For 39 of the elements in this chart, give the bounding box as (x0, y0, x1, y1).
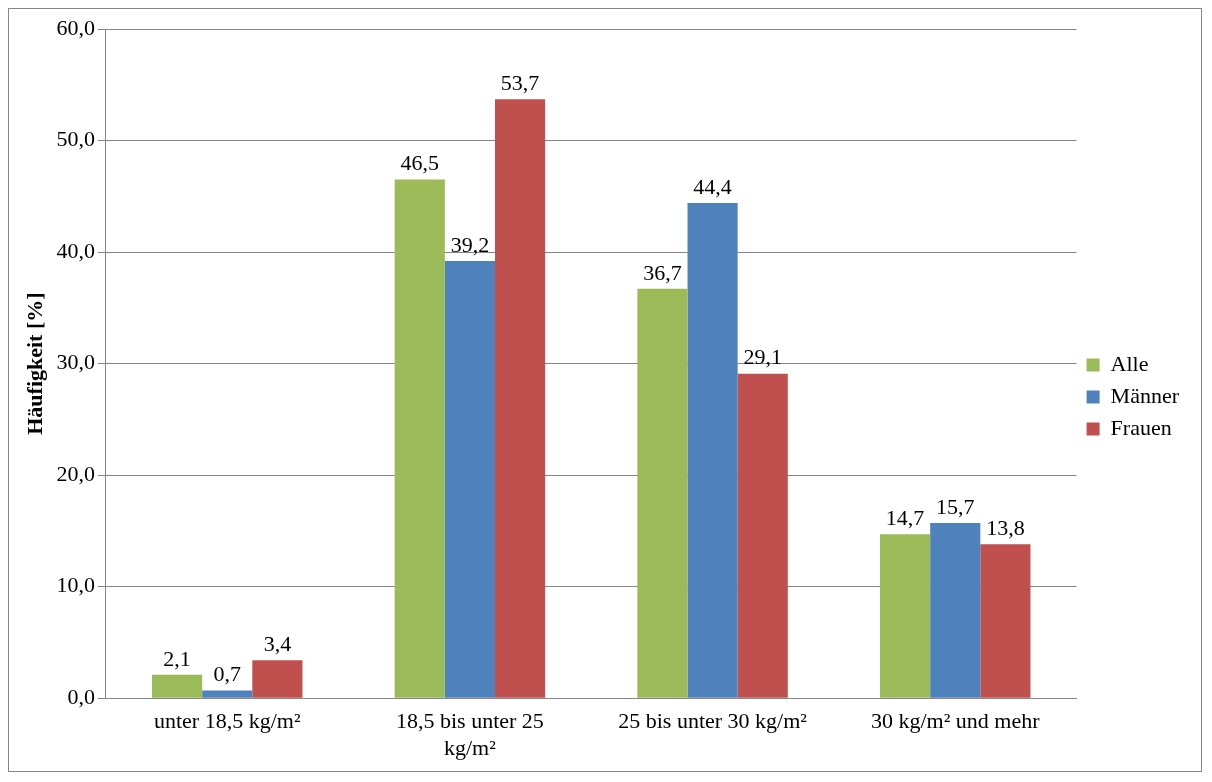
x-tick-label: 30 kg/m² und mehr (870, 708, 1041, 734)
y-tick-label: 40,0 (56, 237, 95, 263)
data-label: 14,7 (885, 505, 925, 531)
bar (687, 202, 738, 698)
legend-label: Männer (1110, 382, 1180, 408)
data-label: 0,7 (213, 661, 241, 687)
y-tick-label: 60,0 (56, 14, 95, 40)
bar (930, 523, 981, 698)
x-tick-label: 18,5 bis unter 25 kg/m² (395, 708, 544, 760)
y-tick-label: 10,0 (56, 572, 95, 598)
legend-label: Frauen (1110, 414, 1172, 440)
data-label: 3,4 (263, 631, 292, 657)
bar (444, 260, 495, 698)
y-tick-label: 30,0 (56, 349, 95, 375)
legend-label: Alle (1110, 350, 1149, 376)
data-label: 39,2 (450, 231, 490, 257)
bar (880, 534, 931, 698)
bar (980, 544, 1031, 698)
data-label: 53,7 (500, 70, 540, 96)
y-tick-label: 0,0 (67, 683, 95, 709)
y-axis-title: Häufigkeit [%] (21, 292, 47, 435)
y-tick-label: 50,0 (56, 126, 95, 152)
bar (494, 99, 546, 698)
data-label: 44,4 (693, 173, 732, 199)
data-label: 36,7 (643, 259, 682, 285)
data-label: 46,5 (400, 150, 439, 176)
x-tick-label: unter 18,5 kg/m² (153, 708, 301, 734)
bar (637, 288, 688, 698)
data-label: 13,8 (986, 515, 1025, 541)
bar (152, 674, 203, 698)
bar (737, 373, 788, 698)
bar (394, 179, 445, 698)
data-label: 15,7 (936, 493, 975, 519)
data-label: 29,1 (743, 344, 782, 370)
data-label: 2,1 (163, 645, 191, 671)
y-tick-label: 20,0 (56, 460, 95, 486)
bar (202, 690, 253, 698)
x-tick-label: 25 bis unter 30 kg/m² (618, 708, 808, 734)
bar (252, 660, 303, 698)
